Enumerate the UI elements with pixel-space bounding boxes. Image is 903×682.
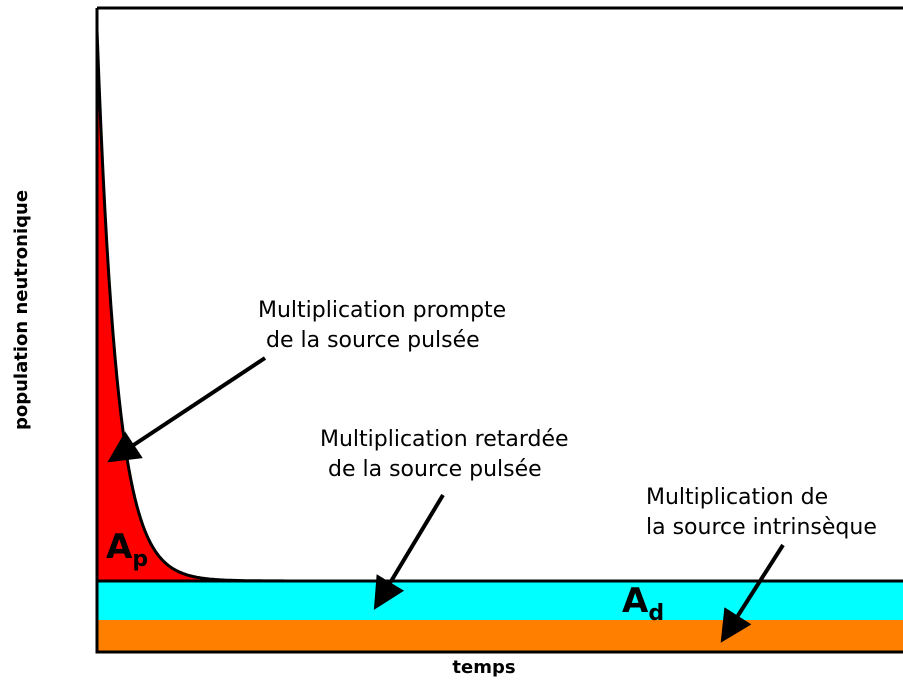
area-main: A [106, 527, 133, 567]
area-sub: d [648, 601, 664, 626]
area-main: A [622, 581, 649, 621]
annotation: de la source pulsée [328, 457, 542, 482]
prompt-area [97, 30, 300, 581]
arrow [720, 543, 785, 643]
area-label: Ap [106, 527, 148, 572]
intrinsic-band [97, 620, 903, 652]
arrow [107, 356, 267, 463]
annotation: la source intrinsèque [646, 515, 877, 540]
y-axis-label: population neutronique [11, 190, 32, 430]
annotation: Multiplication prompte [258, 298, 506, 323]
annotation: Multiplication retardée [320, 427, 569, 452]
annotation: Multiplication de [646, 485, 828, 510]
x-axis-label: temps [452, 657, 515, 678]
area-sub: p [132, 547, 148, 572]
area-label: Ad [622, 581, 664, 626]
frame [95, 6, 903, 654]
arrow [373, 493, 445, 610]
delayed-band [97, 582, 903, 620]
annotation: de la source pulsée [266, 328, 480, 353]
